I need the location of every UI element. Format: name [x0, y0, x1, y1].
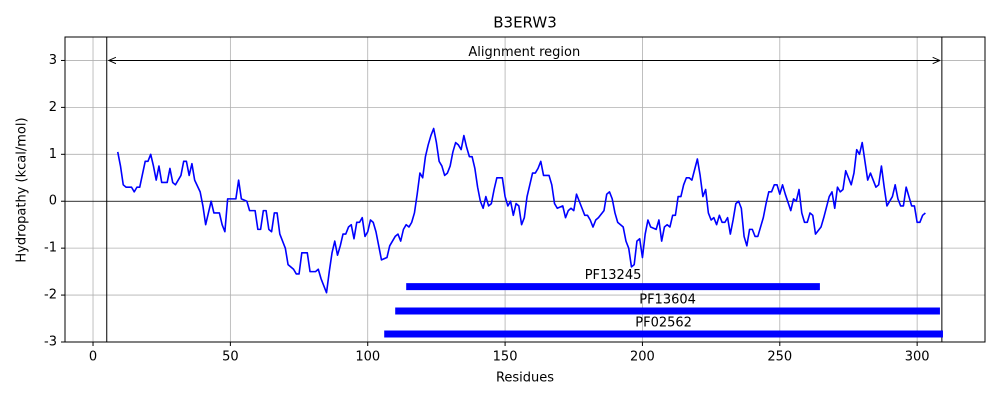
y-tick-label: 3 — [49, 53, 57, 68]
marks — [65, 37, 985, 342]
x-tick-label: 50 — [222, 350, 239, 365]
y-tick-label: 0 — [49, 194, 57, 209]
domain-label: PF02562 — [635, 316, 692, 331]
plot-frame — [64, 36, 986, 343]
x-tick-label: 200 — [630, 350, 655, 365]
region-label: Alignment region — [468, 45, 580, 60]
x-tick-label: 0 — [89, 350, 97, 365]
chart-title: B3ERW3 — [493, 14, 557, 32]
labels: 0 50 100 150 200 250 300 -3 -2 -1 0 1 2 3 Alignment re… — [44, 45, 930, 365]
x-tick-label: 100 — [355, 350, 380, 365]
y-tick-label: -2 — [44, 288, 57, 303]
y-tick-label: -3 — [44, 335, 57, 350]
domain-label: PF13604 — [639, 293, 696, 308]
x-axis-label: Residues — [496, 371, 554, 386]
y-tick-label: 2 — [49, 100, 57, 115]
domain-label: PF13245 — [585, 268, 642, 283]
y-tick-label: 1 — [49, 147, 57, 162]
hydropathy-line — [116, 127, 926, 294]
x-tick-label: 150 — [493, 350, 518, 365]
y-axis-label: Hydropathy (kcal/mol) — [15, 117, 30, 262]
y-tick-label: -1 — [44, 241, 57, 256]
x-tick-label: 300 — [905, 350, 930, 365]
x-tick-label: 250 — [767, 350, 792, 365]
